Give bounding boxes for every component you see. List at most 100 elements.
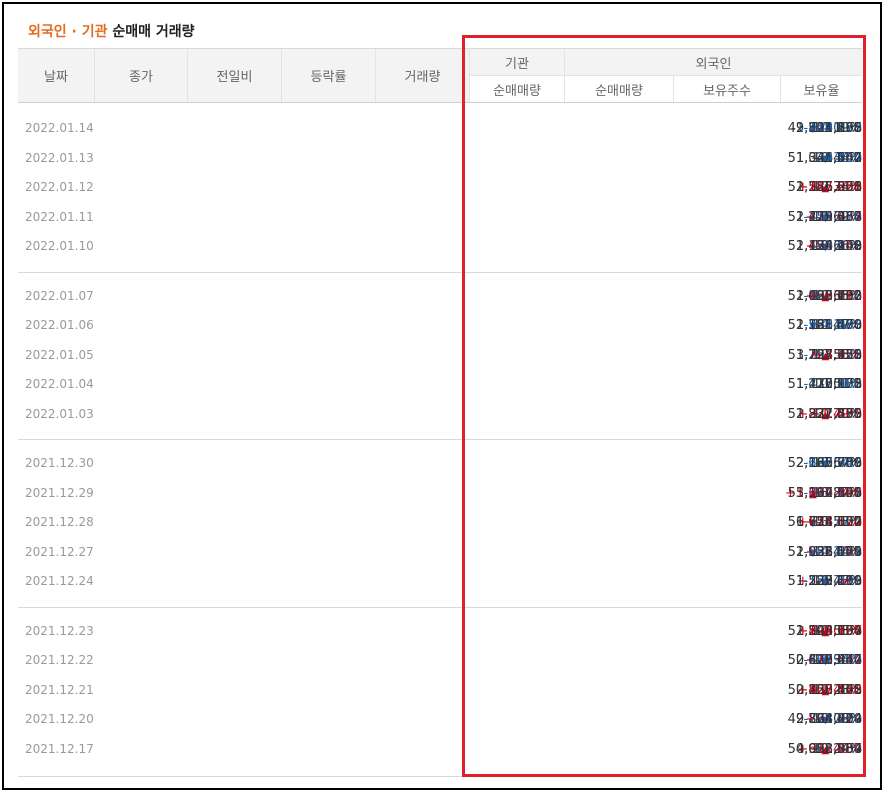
holdings-cell: 52,093,182 xyxy=(787,288,862,304)
date-cell: 2022.01.03 xyxy=(25,406,94,421)
change-value: 400 xyxy=(837,682,862,698)
table-row: 2022.01.12 26,350 ▲ 600 +2.33% 1,286,258 +147,… xyxy=(18,173,862,203)
holdings-cell: 51,041,542 xyxy=(787,150,862,166)
change-value: 1,150 xyxy=(824,318,862,333)
institution-net-cell: -235,080 xyxy=(803,318,862,333)
date-cell: 2021.12.29 xyxy=(25,485,94,500)
table-bottom-divider xyxy=(18,776,862,777)
volume-cell: 1,489,092 xyxy=(795,288,862,304)
close-price-cell: 27,300 xyxy=(816,406,863,422)
close-price-cell: 28,800 xyxy=(816,741,863,757)
date-cell: 2021.12.28 xyxy=(25,515,94,529)
down-arrow-icon: ▼ xyxy=(821,242,830,253)
holding-ratio-cell: 10.74% xyxy=(812,180,862,195)
holding-ratio-cell: 10.44% xyxy=(812,150,862,166)
up-arrow-icon: ▲ xyxy=(821,744,830,756)
close-price-cell: 27,850 xyxy=(816,653,863,668)
col-group-institution: 기관 xyxy=(470,49,564,75)
volume-cell: 4,958,057 xyxy=(795,741,862,757)
rate-cell: +8.24% xyxy=(809,485,862,501)
change-value: 700 xyxy=(837,741,862,757)
table-row: 2021.12.21 28,400 ▲ 400 +1.43% 2,453,863 +107,… xyxy=(18,676,862,706)
institution-net-cell: +18,514 xyxy=(805,653,862,668)
change-cell: ▲ 400 xyxy=(610,400,862,430)
change-cell: ▲ 400 xyxy=(610,676,862,706)
table-row: 2022.01.03 27,300 ▲ 400 +1.49% 1,832,655 -72,7… xyxy=(18,400,862,430)
close-price-cell: 28,000 xyxy=(816,712,863,727)
institution-net-cell: -148,573 xyxy=(803,121,862,136)
up-arrow-icon: ▲ xyxy=(809,488,817,500)
rate-cell: 0.00% xyxy=(820,377,862,392)
down-arrow-icon: ▼ xyxy=(821,153,830,165)
header-divider xyxy=(375,49,376,102)
foreign-net-cell: -157,072 xyxy=(803,347,862,363)
table-row: 2022.01.14 25,200 ▼ 1,050 -4.00% 2,704,198 -14… xyxy=(18,114,862,144)
change-value: 300 xyxy=(837,623,862,639)
close-price-cell: 27,600 xyxy=(816,485,863,501)
institution-net-cell: -72,776 xyxy=(811,406,862,422)
institution-net-cell: +147,581 xyxy=(797,180,862,195)
holding-ratio-cell: 10.47% xyxy=(812,318,862,333)
rate-cell: -4.19% xyxy=(816,318,862,333)
date-cell: 2022.01.06 xyxy=(25,318,94,332)
change-cell: ▼ 500 xyxy=(610,567,862,597)
rate-cell: -1.94% xyxy=(816,653,862,668)
holdings-cell: 49,364,424 xyxy=(787,712,862,727)
change-cell: ▼ 550 xyxy=(610,646,862,676)
foreign-net-cell: -154,773 xyxy=(803,209,862,225)
institution-net-cell: +4,138 xyxy=(813,347,862,363)
header-divider xyxy=(94,49,95,102)
close-price-cell: 26,350 xyxy=(816,180,863,195)
table-row: 2021.12.29 27,600 ▲ 2,100 +8.24% 5,332,646 -21… xyxy=(18,479,862,509)
institution-net-cell: +194,796 xyxy=(797,623,862,639)
rate-cell: -4.00% xyxy=(816,121,862,136)
change-cell: ▼ 100 xyxy=(610,144,862,174)
foreign-net-cell: -59,042 xyxy=(811,239,862,254)
holdings-cell: 52,536,023 xyxy=(787,180,862,195)
foreign-net-cell: -2,282 xyxy=(820,377,862,392)
foreign-net-cell: +255,656 xyxy=(797,180,862,195)
holding-ratio-cell: 10.51% xyxy=(812,377,862,392)
change-value: 0 xyxy=(853,377,862,392)
change-value: 1,150 xyxy=(824,544,862,560)
foreign-net-cell: -690,766 xyxy=(803,456,862,471)
foreign-net-cell: -560,568 xyxy=(803,318,862,333)
holding-ratio-cell: 10.65% xyxy=(812,288,862,304)
close-price-cell: 27,450 xyxy=(816,347,863,363)
change-cell: ▲ 600 xyxy=(610,173,862,203)
up-arrow-icon: ▲ xyxy=(821,409,830,421)
change-value: 400 xyxy=(837,406,862,422)
change-cell: ▼ 1,150 xyxy=(610,538,862,568)
table-row: 2021.12.30 26,900 ▼ 700 -2.54% 2,187,686 -295,… xyxy=(18,449,862,479)
change-cell: ▼ 1,050 xyxy=(610,114,862,144)
table-row: 2021.12.17 28,800 ▲ 700 +2.49% 4,958,057 -61,4… xyxy=(18,735,862,765)
holdings-cell: 52,134,140 xyxy=(787,239,862,254)
rate-cell: -2.54% xyxy=(816,456,862,471)
col-header-foreign-net: 순매매량 xyxy=(565,76,673,102)
up-arrow-icon: ▲ xyxy=(821,291,830,303)
volume-cell: 1,215,935 xyxy=(795,377,862,392)
date-cell: 2022.01.05 xyxy=(25,347,94,362)
change-cell: 0 xyxy=(610,370,862,400)
header-top-divider xyxy=(18,48,862,49)
date-cell: 2021.12.21 xyxy=(25,682,94,697)
down-arrow-icon: ▼ xyxy=(821,212,830,224)
holdings-cell: 51,503,094 xyxy=(787,623,862,639)
change-value: 150 xyxy=(837,347,862,363)
foreign-net-cell: -283,624 xyxy=(803,544,862,560)
date-cell: 2022.01.10 xyxy=(25,239,94,253)
col-header-change: 전일비 xyxy=(188,49,281,102)
table-row: 2021.12.24 27,650 ▼ 500 -1.78% 1,589,299 +232,… xyxy=(18,567,862,597)
change-value: 600 xyxy=(837,180,862,195)
institution-net-cell: +232,369 xyxy=(797,574,862,589)
holdings-cell: 49,821,865 xyxy=(787,121,862,136)
close-price-cell: 28,150 xyxy=(816,623,863,639)
col-header-inst-net: 순매매량 xyxy=(470,76,564,102)
change-value: 700 xyxy=(837,456,862,471)
down-arrow-icon: ▼ xyxy=(809,547,817,559)
holdings-cell: 52,327,539 xyxy=(787,406,862,422)
date-cell: 2021.12.23 xyxy=(25,623,94,638)
foreign-net-cell: +823,575 xyxy=(797,682,862,698)
volume-cell: 2,358,598 xyxy=(795,318,862,333)
volume-cell: 6,618,850 xyxy=(795,515,862,530)
